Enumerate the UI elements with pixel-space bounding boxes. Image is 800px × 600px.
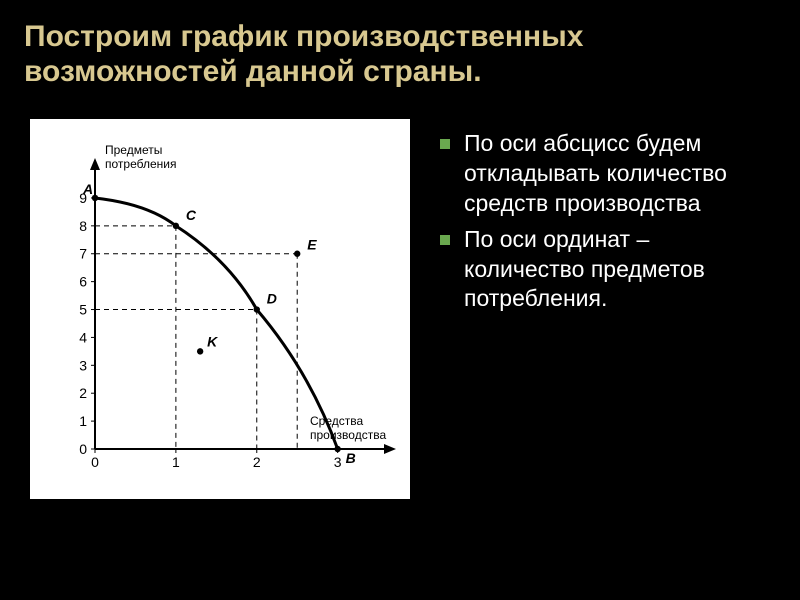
bullet-item: По оси абсцисс будем откладывать количес… (440, 129, 770, 219)
chart-container: 01234567890123ПредметыпотребленияСредств… (30, 119, 410, 499)
svg-text:D: D (267, 291, 277, 307)
svg-text:3: 3 (79, 357, 87, 373)
svg-text:B: B (346, 450, 356, 466)
bullet-square-icon (440, 235, 450, 245)
svg-text:5: 5 (79, 302, 87, 318)
svg-text:2: 2 (253, 454, 261, 470)
svg-text:K: K (207, 333, 218, 349)
svg-text:3: 3 (334, 454, 342, 470)
svg-text:0: 0 (79, 441, 87, 457)
bullet-square-icon (440, 139, 450, 149)
svg-text:производства: производства (310, 428, 386, 442)
svg-text:7: 7 (79, 246, 87, 262)
svg-text:0: 0 (91, 454, 99, 470)
bullet-list: По оси абсцисс будем откладывать количес… (440, 119, 770, 499)
svg-text:6: 6 (79, 274, 87, 290)
bullet-text: По оси ординат – количество предметов по… (464, 225, 770, 315)
content-row: 01234567890123ПредметыпотребленияСредств… (0, 99, 800, 519)
svg-text:2: 2 (79, 385, 87, 401)
page-title: Построим график производственных возможн… (0, 0, 800, 99)
svg-text:1: 1 (79, 413, 87, 429)
svg-text:Предметы: Предметы (105, 143, 162, 157)
bullet-item: По оси ординат – количество предметов по… (440, 225, 770, 315)
svg-text:потребления: потребления (105, 157, 176, 171)
svg-text:1: 1 (172, 454, 180, 470)
svg-text:4: 4 (79, 329, 87, 345)
ppc-chart: 01234567890123ПредметыпотребленияСредств… (40, 129, 400, 489)
svg-text:E: E (307, 237, 317, 253)
bullet-text: По оси абсцисс будем откладывать количес… (464, 129, 770, 219)
svg-text:Средства: Средства (310, 414, 363, 428)
svg-text:A: A (82, 181, 93, 197)
svg-text:8: 8 (79, 218, 87, 234)
svg-text:C: C (186, 207, 197, 223)
